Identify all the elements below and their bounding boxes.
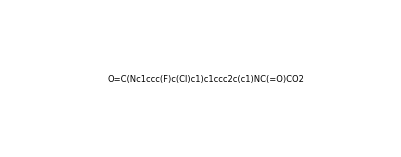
Text: O=C(Nc1ccc(F)c(Cl)c1)c1ccc2c(c1)NC(=O)CO2: O=C(Nc1ccc(F)c(Cl)c1)c1ccc2c(c1)NC(=O)CO… bbox=[107, 75, 304, 84]
